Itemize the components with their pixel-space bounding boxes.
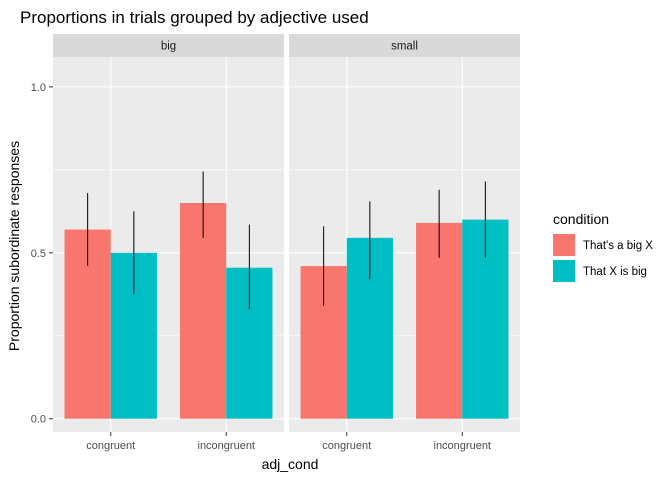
x-tick-label: congruent [322,440,371,452]
legend: condition That's a big X That X is big [553,211,653,282]
facet-panel-small: small congruent incongruent [289,34,520,452]
x-tick-label: congruent [86,440,135,452]
facet-strip-big [53,34,284,57]
x-axis-title: adj_cond [262,456,319,472]
y-tick-label: 0.5 [31,248,46,260]
facet-panel-big: big congruent incongruent [53,34,284,452]
y-tick-label: 1.0 [31,82,46,94]
facet-strip-label: big [161,41,176,53]
facet-strip-label: small [391,41,418,53]
legend-label: That X is big [583,266,647,278]
legend-key [553,234,575,256]
x-tick-label: incongruent [434,440,492,452]
facet-panels: big congruent incongruent small congruent inc… [31,34,520,452]
y-axis-title: Proportion subordinate responses [6,141,22,351]
facet-strip-small [289,34,520,57]
legend-title: condition [553,211,609,227]
y-tick-label: 0.0 [31,414,46,426]
x-tick-label: incongruent [198,440,256,452]
bar [180,203,227,419]
legend-key [553,260,575,282]
chart-title: Proportions in trials grouped by adjecti… [20,8,369,27]
legend-label: That's a big X [583,240,653,252]
